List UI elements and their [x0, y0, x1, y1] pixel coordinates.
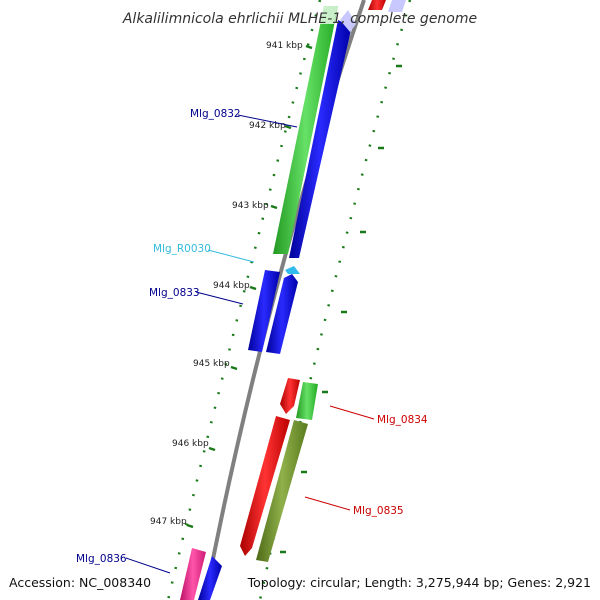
gene-arrow-Mlg_0832[interactable] — [273, 6, 338, 254]
gene-label-Mlg_0834[interactable]: Mlg_0834 — [377, 414, 428, 426]
gene-arrow-blue-long[interactable] — [289, 20, 351, 258]
gene-arrow-red-long[interactable] — [240, 416, 290, 556]
tick-label-946: 946 kbp — [172, 439, 209, 449]
gene-arrow-Mlg_0834[interactable] — [296, 382, 318, 420]
gene-arrow-Mlg_0834-red[interactable] — [280, 378, 300, 414]
tick-label-942: 942 kbp — [249, 121, 286, 131]
gene-arrow-blue-long-tip — [340, 10, 356, 32]
label-leaders — [125, 114, 375, 574]
gene-arrow-Mlg_0836-blue[interactable] — [198, 556, 222, 600]
gene-label-Mlg_R0030[interactable]: Mlg_R0030 — [153, 243, 211, 255]
accession-label: Accession: NC_008340 — [9, 575, 151, 590]
gene-arrow-Mlg_0833[interactable] — [248, 270, 280, 352]
tick-label-947: 947 kbp — [150, 517, 187, 527]
gene-arrow-Mlg_0835[interactable] — [256, 420, 308, 562]
gene-label-Mlg_0836[interactable]: Mlg_0836 — [76, 553, 127, 565]
feature-top-red — [368, 0, 386, 10]
tick-label-941: 941 kbp — [266, 41, 303, 51]
major-ticks — [186, 44, 402, 554]
gene-arrow-Mlg_0836[interactable] — [180, 548, 206, 600]
genome-summary: Topology: circular; Length: 3,275,944 bp… — [247, 575, 591, 590]
tick-label-943: 943 kbp — [232, 201, 269, 211]
gene-arrow-Mlg_0832-fade — [320, 6, 338, 24]
inner-tick-ring — [166, 0, 322, 600]
tick-label-945: 945 kbp — [193, 359, 230, 369]
gene-label-Mlg_0833[interactable]: Mlg_0833 — [149, 287, 200, 299]
gene-arrow-Mlg_R0030[interactable] — [285, 266, 300, 274]
gene-arrow-Mlg_0833-b[interactable] — [266, 274, 298, 354]
gene-label-Mlg_0832[interactable]: Mlg_0832 — [190, 108, 241, 120]
tick-label-944: 944 kbp — [213, 281, 250, 291]
map-title: Alkalilimnicola ehrlichii MLHE-1, comple… — [122, 11, 477, 27]
feature-top-lavender — [388, 0, 406, 12]
gene-label-Mlg_0835[interactable]: Mlg_0835 — [353, 505, 404, 517]
